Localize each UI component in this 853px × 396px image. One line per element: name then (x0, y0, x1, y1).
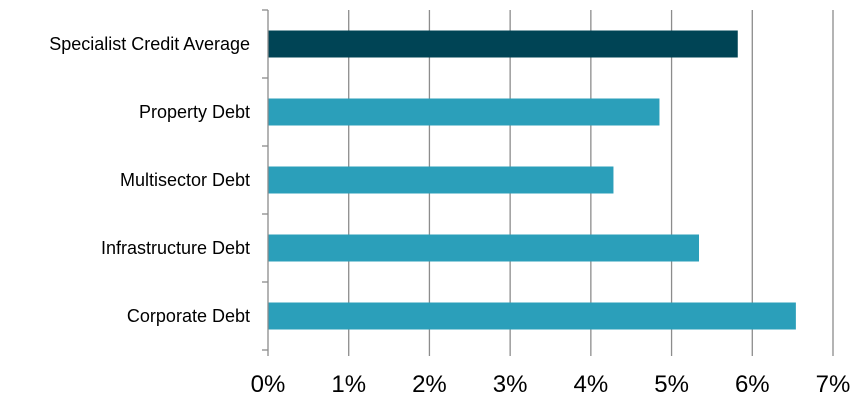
bar (268, 234, 700, 262)
x-tick-label: 4% (574, 371, 609, 396)
category-label: Specialist Credit Average (49, 34, 250, 54)
category-label: Corporate Debt (127, 306, 250, 326)
x-tick-label: 2% (412, 371, 447, 396)
x-tick-label: 3% (493, 371, 528, 396)
bar (268, 98, 660, 126)
bar (268, 30, 738, 58)
category-label: Multisector Debt (120, 170, 250, 190)
bars (268, 30, 796, 330)
x-tick-label: 5% (654, 371, 689, 396)
category-label: Property Debt (139, 102, 250, 122)
bar (268, 302, 796, 330)
category-label: Infrastructure Debt (101, 238, 250, 258)
x-tick-label: 0% (251, 371, 286, 396)
x-tick-labels: 0% 1% 2% 3% 4% 5% 6% 7% (251, 371, 851, 396)
x-tick-label: 1% (331, 371, 366, 396)
y-axis (262, 9, 834, 356)
category-labels: Specialist Credit Average Property Debt Mu… (49, 34, 250, 326)
x-tick-label: 6% (735, 371, 770, 396)
bar (268, 166, 614, 194)
x-tick-label: 7% (816, 371, 851, 396)
